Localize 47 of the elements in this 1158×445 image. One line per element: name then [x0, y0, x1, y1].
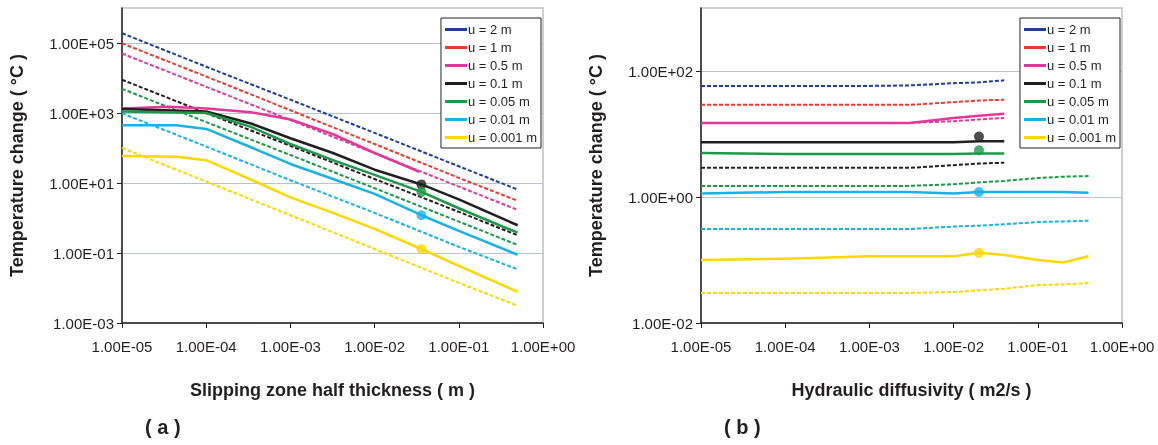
legend-label: u = 0.1 m — [1046, 76, 1102, 91]
x-tick-label: 1.00E+00 — [1089, 338, 1155, 355]
x-tick-label: 1.00E-04 — [175, 338, 237, 355]
x-tick-label: 1.00E-02 — [923, 338, 985, 355]
text: ( a ) — [145, 416, 181, 438]
x-tick-label: 1.00E-05 — [91, 338, 153, 355]
legend-label: u = 0.5 m — [467, 58, 523, 73]
legend-label: u = 0.01 m — [1046, 112, 1109, 127]
y-tick-label: 1.00E-01 — [53, 244, 114, 262]
y-tick-label: 1.00E+00 — [628, 188, 693, 206]
y-tick-label: 1.00E+02 — [628, 62, 693, 80]
y-tick-label: 1.00E+05 — [49, 34, 114, 52]
x-axis-title: Slipping zone half thickness ( m ) — [189, 380, 476, 400]
y-tick-label: 1.00E+03 — [49, 104, 114, 122]
legend-label: u = 1 m — [1046, 40, 1091, 55]
y-tick-label: 1.00E-03 — [53, 314, 114, 332]
legend-label: u = 0.001 m — [1046, 130, 1117, 145]
legend-label: u = 0.05 m — [467, 94, 530, 109]
y-axis-title: Temperature change ( °C ) — [586, 54, 606, 277]
x-tick-label: 1.00E-05 — [670, 338, 732, 355]
legend-label: u = 0.01 m — [467, 112, 530, 127]
point — [416, 210, 427, 221]
legend-label: u = 1 m — [467, 40, 512, 55]
x-tick-label: 1.00E-02 — [344, 338, 406, 355]
legend-label: u = 0.1 m — [467, 76, 523, 91]
y-axis-title: Temperature change ( °C ) — [7, 54, 27, 277]
y-tick-label: 1.00E+01 — [49, 174, 114, 192]
x-tick-label: 1.00E-01 — [428, 338, 490, 355]
point — [973, 131, 984, 142]
legend-label: u = 0.001 m — [467, 130, 538, 145]
point — [973, 247, 984, 258]
legend-label: u = 0.5 m — [1046, 58, 1102, 73]
legend-label: u = 2 m — [467, 22, 512, 37]
x-tick-label: 1.00E-03 — [259, 338, 321, 355]
point — [416, 244, 427, 255]
x-tick-label: 1.00E-03 — [838, 338, 900, 355]
y-tick-label: 1.00E-02 — [632, 314, 693, 332]
point — [973, 187, 984, 198]
x-tick-label: 1.00E-01 — [1007, 338, 1069, 355]
x-axis-title: Hydraulic diffusivity ( m2/s ) — [791, 380, 1032, 400]
x-tick-label: 1.00E+00 — [510, 338, 576, 355]
legend-label: u = 2 m — [1046, 22, 1091, 37]
text: ( b ) — [724, 416, 761, 438]
x-tick-label: 1.00E-04 — [754, 338, 816, 355]
point — [973, 145, 984, 156]
point — [416, 186, 427, 197]
legend-label: u = 0.05 m — [1046, 94, 1109, 109]
